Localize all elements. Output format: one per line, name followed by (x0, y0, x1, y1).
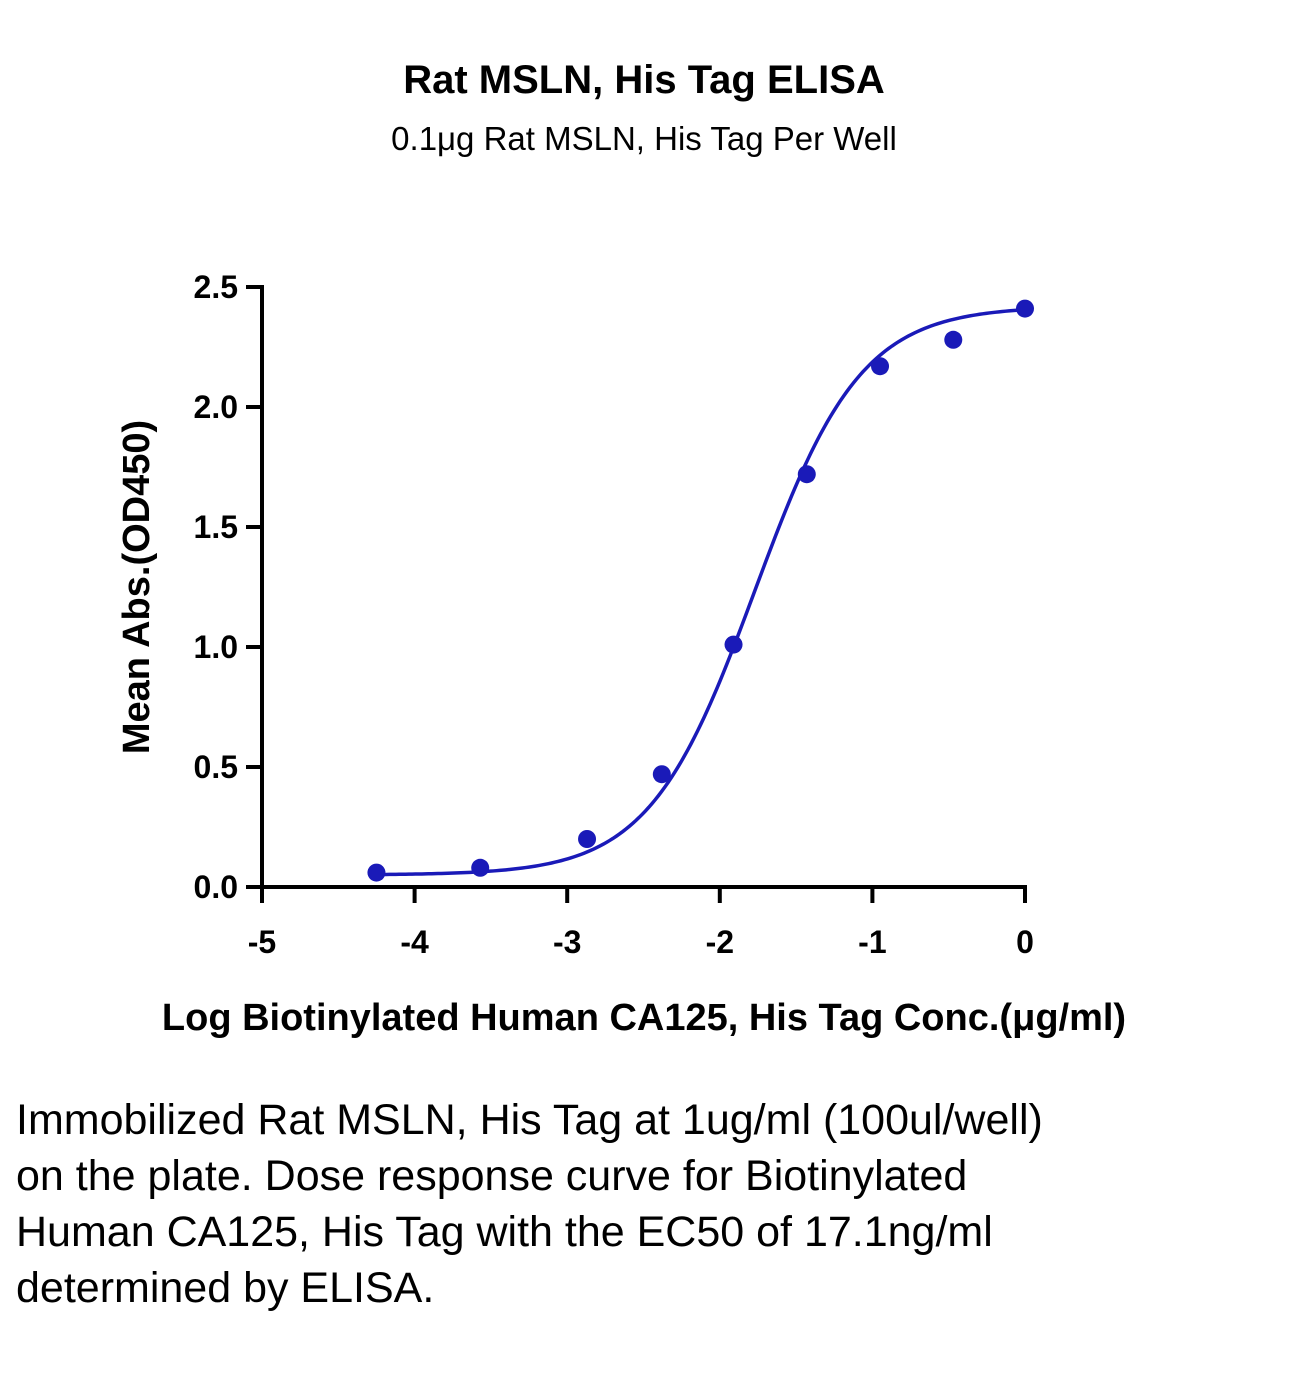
x-tick-label: -3 (553, 924, 581, 960)
x-tick-label: -2 (706, 924, 734, 960)
data-point (471, 858, 490, 877)
data-point (367, 863, 386, 882)
y-tick-label: 2.5 (194, 269, 238, 305)
x-tick-label: 0 (1016, 924, 1034, 960)
y-axis: 0.0 0.5 1.0 1.5 2.0 2.5 (194, 269, 264, 905)
x-tick-label: -1 (858, 924, 886, 960)
x-axis-title: Log Biotinylated Human CA125, His Tag Co… (162, 997, 1126, 1039)
data-point (797, 465, 816, 484)
data-point (578, 830, 597, 848)
y-tick-label: 1.0 (194, 629, 238, 665)
elisa-chart: Rat MSLN, His Tag ELISA 0.1μg Rat MSLN, … (116, 58, 1126, 1039)
x-axis: -5 -4 -3 -2 -1 0 (248, 885, 1034, 960)
data-point (944, 330, 963, 349)
chart-title: Rat MSLN, His Tag ELISA (403, 58, 885, 102)
data-point (652, 765, 671, 784)
data-point (1016, 299, 1034, 318)
x-tick-label: -5 (248, 924, 276, 960)
data-points-layer (367, 299, 1034, 882)
fit-curve-layer (376, 307, 1026, 877)
data-point (724, 635, 743, 654)
figure-caption: Immobilized Rat MSLN, His Tag at 1ug/ml … (16, 1096, 1043, 1312)
data-point (871, 357, 890, 376)
y-axis-title: Mean Abs.(OD450) (116, 420, 158, 754)
fit-curve (376, 307, 1026, 877)
y-tick-label: 0.5 (194, 749, 238, 785)
y-tick-label: 0.0 (194, 869, 238, 905)
y-tick-label: 2.0 (194, 389, 238, 425)
x-tick-label: -4 (400, 924, 429, 960)
chart-subtitle: 0.1μg Rat MSLN, His Tag Per Well (391, 120, 897, 157)
y-tick-label: 1.5 (194, 509, 238, 545)
